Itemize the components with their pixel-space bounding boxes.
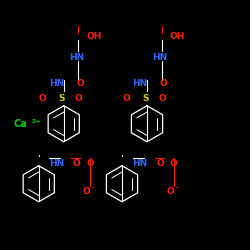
Text: O: O xyxy=(39,94,46,103)
Text: O: O xyxy=(170,159,178,168)
Text: -: - xyxy=(92,185,95,191)
Text: 2+: 2+ xyxy=(31,119,41,124)
Text: O: O xyxy=(72,159,80,168)
Text: HN: HN xyxy=(132,79,148,88)
Text: S: S xyxy=(142,94,148,103)
Text: O: O xyxy=(156,159,164,168)
Text: HN: HN xyxy=(49,159,64,168)
Text: O: O xyxy=(122,94,130,103)
Text: O: O xyxy=(86,159,94,168)
Text: HN: HN xyxy=(132,159,148,168)
Text: -: - xyxy=(176,185,178,191)
Text: HN: HN xyxy=(69,53,84,62)
Text: HN: HN xyxy=(49,79,64,88)
Text: O: O xyxy=(82,187,90,196)
Text: OH: OH xyxy=(86,32,102,41)
Text: O: O xyxy=(158,94,166,103)
Text: O: O xyxy=(76,79,84,88)
Text: Ca: Ca xyxy=(14,119,28,129)
Text: O: O xyxy=(74,94,82,103)
Text: HN: HN xyxy=(152,53,168,62)
Text: O: O xyxy=(160,79,168,88)
Text: OH: OH xyxy=(170,32,186,41)
Text: O: O xyxy=(166,187,174,196)
Text: S: S xyxy=(58,94,65,103)
